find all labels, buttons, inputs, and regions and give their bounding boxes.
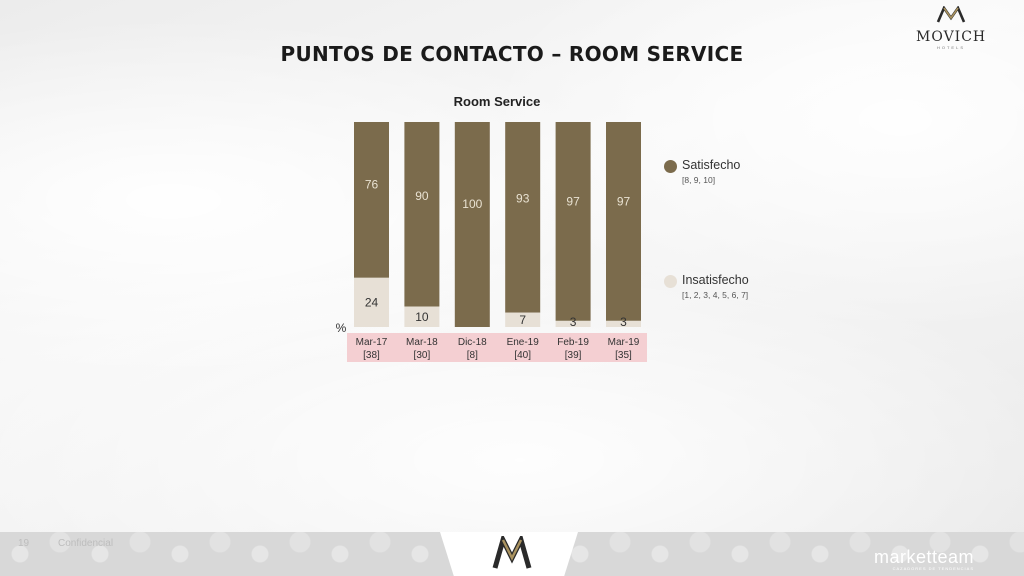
- base-count-label: [8]: [467, 350, 478, 361]
- bar-satisfecho: [606, 122, 641, 321]
- movich-mark-icon: [936, 5, 966, 23]
- brand-sub: HOTELS: [936, 45, 965, 50]
- marketteam-name: marketteam: [873, 547, 974, 567]
- base-count-label: [35]: [615, 350, 632, 361]
- base-count-label: [39]: [565, 350, 582, 361]
- x-tick-label: Dic-18: [458, 337, 487, 348]
- bar-insatisfecho: [404, 306, 440, 327]
- x-tick-label: Feb-19: [557, 337, 589, 348]
- axis-band: [347, 333, 647, 362]
- data-label-insatisfecho: 3: [570, 315, 577, 329]
- data-label-satisfecho: 93: [516, 191, 530, 205]
- data-label-insatisfecho: 10: [415, 310, 429, 324]
- movich-logo: MOVICH HOTELS: [916, 5, 987, 50]
- legend-swatch-insatisfecho: [664, 275, 677, 288]
- data-label-insatisfecho: 3: [620, 315, 627, 329]
- confidential-label: Confidencial: [58, 538, 114, 549]
- legend-label-satisfecho: Satisfecho: [682, 158, 741, 172]
- page-title: PUNTOS DE CONTACTO – ROOM SERVICE: [280, 42, 744, 66]
- base-count-label: [30]: [414, 350, 431, 361]
- data-label-satisfecho: 97: [617, 195, 631, 209]
- bar-satisfecho: [505, 122, 541, 313]
- x-tick-label: Mar-19: [608, 337, 640, 348]
- marketteam-tagline: CAZADORES DE TENDENCIAS: [892, 566, 974, 571]
- legend-label-insatisfecho: Insatisfecho: [682, 273, 749, 287]
- legend-swatch-satisfecho: [664, 160, 677, 173]
- bar-satisfecho: [454, 122, 490, 327]
- x-tick-label: Mar-17: [356, 337, 388, 348]
- legend-sub-satisfecho: [8, 9, 10]: [682, 175, 716, 185]
- footer-movich-mark-icon: [492, 536, 532, 569]
- marketteam-logo: marketteam CAZADORES DE TENDENCIAS: [874, 548, 974, 571]
- chart-title: Room Service: [454, 94, 541, 109]
- bar-satisfecho: [555, 122, 591, 321]
- x-tick-label: Ene-19: [507, 337, 540, 348]
- data-label-insatisfecho: 24: [365, 295, 379, 309]
- data-label-satisfecho: 97: [566, 195, 580, 209]
- data-label-satisfecho: 76: [365, 177, 379, 191]
- base-count-label: [38]: [363, 350, 380, 361]
- data-label-satisfecho: 100: [462, 197, 482, 211]
- unit-label: %: [336, 321, 347, 335]
- x-tick-label: Mar-18: [406, 337, 438, 348]
- data-label-satisfecho: 90: [415, 189, 429, 203]
- bar-insatisfecho: [354, 277, 389, 327]
- base-count-label: [40]: [514, 350, 531, 361]
- legend-sub-insatisfecho: [1, 2, 3, 4, 5, 6, 7]: [682, 290, 749, 300]
- bar-satisfecho: [354, 122, 389, 278]
- bar-insatisfecho: [606, 320, 641, 327]
- bar-insatisfecho: [555, 320, 591, 327]
- bar-insatisfecho: [505, 312, 541, 327]
- data-label-insatisfecho: 7: [519, 313, 526, 327]
- brand-name: MOVICH: [916, 29, 987, 45]
- page-number: 19: [18, 538, 30, 549]
- bar-satisfecho: [404, 122, 440, 307]
